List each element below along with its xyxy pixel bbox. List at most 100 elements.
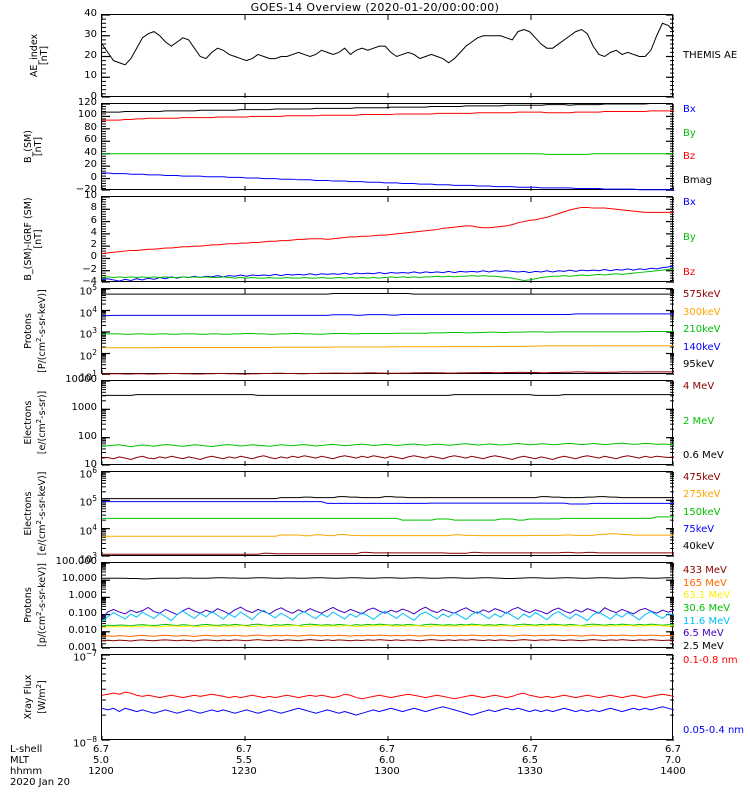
ytick-label: 100	[77, 430, 97, 442]
ylabel-protons-mev: Protons [p/(cm2-s-sr-keV)]	[23, 563, 49, 647]
legend-item: 575keV	[683, 289, 721, 300]
ytick-label: 10	[84, 459, 97, 470]
legend-item: 30.6 MeV	[683, 603, 731, 614]
series-63-1-mev	[102, 624, 674, 628]
xaxis-tick-value: 5.5	[236, 755, 252, 766]
xaxis-tick-value: 6.7	[379, 744, 395, 755]
ylabel-ae-index: AE_index [nT]	[29, 33, 50, 78]
xaxis-tick-value: 6.7	[522, 744, 538, 755]
panel-protons-low	[101, 288, 674, 375]
series-bz	[102, 206, 674, 255]
panel-xray-flux-canvas	[102, 655, 674, 741]
panel-protons-mev	[101, 562, 674, 649]
series-300kev	[102, 345, 674, 349]
ytick-label: 104	[79, 522, 97, 537]
legend-item: 140keV	[683, 341, 721, 353]
xaxis-tick-value: 6.7	[236, 744, 252, 755]
legend-item: 4 MeV	[683, 381, 715, 392]
ylabel-electrons-kev: Electrons [e/(cm2-s-sr-keV)]	[23, 471, 49, 556]
xaxis-tick-value: 6.7	[93, 744, 109, 755]
panel-protons-mev-canvas	[102, 563, 674, 649]
ytick-label: 60	[84, 134, 97, 146]
xaxis-tick-value: 7.0	[665, 755, 681, 766]
legend-item: 475keV	[683, 472, 721, 483]
ytick-label: −20	[75, 184, 97, 195]
ytick-label: 103	[79, 326, 97, 341]
ytick-label: 104	[79, 304, 97, 319]
ytick-label: 80	[84, 121, 97, 133]
legend-item: 2.5 MeV	[683, 641, 724, 652]
legend-item: 63.1 MeV	[683, 590, 731, 602]
legend-item: 0.1-0.8 nm	[683, 655, 738, 666]
panel-ae-index-canvas	[102, 15, 674, 98]
xaxis-tick-value: 6.5	[522, 755, 538, 766]
legend-item: 11.6 MeV	[683, 615, 731, 627]
xaxis-tick-value: 1200	[88, 766, 114, 777]
ytick-label: 0.010	[68, 624, 97, 636]
legend-item: Bz	[683, 151, 696, 163]
ytick-label: 10.000	[62, 573, 97, 585]
series-150kev	[102, 516, 674, 521]
legend-item: 0.05-0.4 nm	[683, 725, 745, 736]
xaxis-tick-value: 1230	[231, 766, 257, 777]
series-4-mev	[102, 455, 674, 460]
ytick-label: 4	[90, 226, 97, 238]
legend-item: Bx	[683, 197, 696, 208]
ytick-label: 0	[90, 171, 97, 183]
legend-item: THEMIS AE	[683, 49, 738, 61]
ytick-label: 8	[90, 202, 97, 214]
legend-item: 95keV	[683, 359, 715, 370]
series-2-5-mev	[102, 577, 674, 580]
xaxis-tick-value: 1300	[374, 766, 400, 777]
ytick-label: 30	[84, 28, 97, 40]
legend-item: 165 MeV	[683, 577, 727, 589]
ytick-label: 102	[79, 347, 97, 362]
ytick-label: 100.000	[55, 556, 97, 567]
panel-protons-low-canvas	[102, 289, 674, 375]
ytick-label: −2	[82, 263, 97, 275]
ytick-label: 6	[90, 214, 97, 226]
xaxis-row-label: hhmm	[10, 766, 43, 777]
legend-item: 0.6 MeV	[683, 450, 724, 461]
xaxis-tick-value: 6.0	[379, 755, 395, 766]
ylabel-electrons-mev: Electrons [e/(cm2-s-sr)]	[23, 390, 49, 455]
series-95kev	[102, 292, 674, 295]
xaxis-row-label: L-shell	[10, 744, 43, 755]
legend-item: By	[683, 232, 696, 243]
panel-b-sm-canvas	[102, 104, 674, 191]
series-210kev	[102, 331, 674, 335]
series-275kev	[102, 533, 674, 537]
series-0-05-0-4-nm	[102, 706, 674, 716]
ytick-label: 10000	[65, 374, 97, 385]
ytick-label: 40	[84, 8, 97, 19]
ytick-label: 101	[79, 369, 97, 384]
series-by	[102, 153, 674, 155]
legend-item: 433 MeV	[683, 565, 727, 576]
ytick-label: 10	[84, 190, 97, 201]
ylabel-xray-flux: Xray Flux [W/m2]	[23, 674, 49, 720]
panel-b-sm	[101, 103, 674, 191]
series-575kev	[102, 371, 674, 375]
series-165-mev	[102, 634, 674, 637]
panel-xray-flux	[101, 654, 674, 741]
ytick-label: 10−8	[73, 735, 97, 750]
xaxis-tick-value: 6.7	[665, 744, 681, 755]
series-40kev	[102, 496, 674, 500]
legend-item: By	[683, 127, 696, 139]
legend-item: 40keV	[683, 541, 715, 552]
ytick-label: 0	[90, 251, 97, 263]
panel-electrons-kev-canvas	[102, 472, 674, 557]
legend-item: 275keV	[683, 489, 721, 501]
ytick-label: 100	[77, 109, 97, 121]
ytick-label: 20	[84, 49, 97, 61]
series-75kev	[102, 501, 674, 505]
ytick-label: 106	[79, 466, 97, 481]
legend-item: 6.5 MeV	[683, 628, 724, 640]
ytick-label: 10−7	[73, 649, 97, 664]
legend-item: 300keV	[683, 306, 721, 318]
legend-item: 210keV	[683, 324, 721, 335]
ytick-label: −4	[82, 276, 97, 287]
legend-item: 75keV	[683, 523, 715, 535]
ytick-label: 120	[77, 97, 97, 108]
